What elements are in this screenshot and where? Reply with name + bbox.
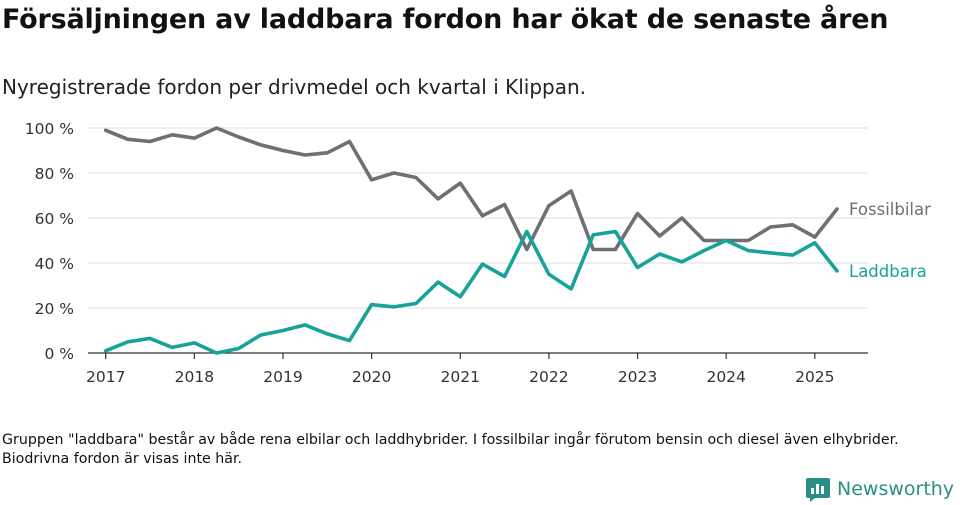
series-line-fossilbilar: [103, 126, 839, 252]
chart-subtitle: Nyregistrerade fordon per drivmedel och …: [2, 75, 587, 99]
y-tick-label: 0 %: [44, 345, 74, 363]
y-tick-label: 100 %: [25, 120, 74, 138]
chart-footnote: Gruppen "laddbara" består av både rena e…: [2, 432, 899, 467]
x-tick-label: 2024: [706, 368, 745, 386]
chart-title: Försäljningen av laddbara fordon har öka…: [2, 4, 889, 35]
y-tick-label: 80 %: [35, 165, 74, 183]
x-tick-label: 2022: [529, 368, 568, 386]
y-tick-label: 60 %: [35, 210, 74, 228]
x-tick-label: 2023: [618, 368, 657, 386]
y-tick-label: 20 %: [35, 300, 74, 318]
y-tick-label: 40 %: [35, 255, 74, 273]
x-tick-label: 2021: [441, 368, 480, 386]
x-tick-label: 2017: [86, 368, 125, 386]
series-label-fossilbilar: Fossilbilar: [849, 200, 931, 219]
x-tick-label: 2020: [352, 368, 391, 386]
brand-logo: Newsworthy: [805, 475, 954, 503]
line-chart: 0 % 20 % 40 % 60 % 80 % 100 % 2017 2018 2019 2020…: [25, 120, 931, 386]
x-tick-label: 2025: [795, 368, 834, 386]
series-label-laddbara: Laddbara: [849, 262, 927, 281]
newsworthy-bar-chart-logo-icon: [806, 478, 830, 502]
x-tick-label: 2019: [263, 368, 302, 386]
series-line-laddbara: [103, 229, 839, 355]
x-tick-label: 2018: [175, 368, 214, 386]
brand-name: Newsworthy: [837, 478, 955, 500]
